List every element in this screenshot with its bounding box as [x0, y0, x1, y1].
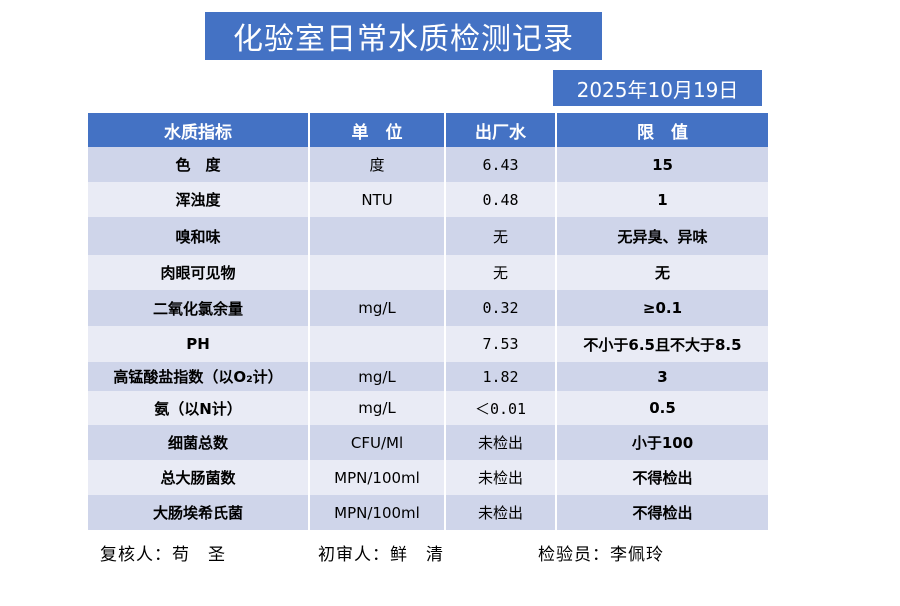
date: 2025年10月19日 — [553, 70, 762, 106]
table-cell: mg/L — [309, 290, 446, 326]
table-row: 细菌总数 CFU/Ml 未检出 小于100 — [88, 425, 770, 460]
table-cell — [309, 217, 446, 255]
table: 水质指标单 位出厂水限 值色 度度 6.43 15 浑浊度 NTU 0.48 1 嗅和味无无异… — [88, 113, 770, 530]
table-cell: 未检出 — [445, 495, 557, 530]
table-cell: 1 — [556, 182, 770, 217]
table-cell: mg/L — [309, 391, 446, 425]
table-row: 总大肠菌数 MPN/100ml 未检出 不得检出 — [88, 460, 770, 495]
table-row: 水质指标单 位出厂水限 值 — [88, 113, 770, 147]
table-row: 浑浊度 NTU 0.48 1 — [88, 182, 770, 217]
table-cell: 嗅和味 — [88, 217, 310, 255]
table-cell: 0.48 — [445, 182, 557, 217]
table-cell: 二氧化氯余量 — [88, 290, 310, 326]
table-cell: 不小于6.5且不大于8.5 — [556, 326, 770, 362]
table-cell: 0.32 — [445, 290, 557, 326]
table-cell — [309, 255, 446, 290]
table-cell: NTU — [309, 182, 446, 217]
table-cell: 未检出 — [445, 425, 557, 460]
table-cell: 3 — [556, 362, 770, 391]
table-cell: 细菌总数 — [88, 425, 310, 460]
table-cell: ≥0.1 — [556, 290, 770, 326]
table-cell: 高锰酸盐指数（以O₂计） — [88, 362, 310, 391]
table-cell: 无异臭、异味 — [556, 217, 770, 255]
table-cell: 单 位 — [309, 113, 446, 147]
inspector: 检验员：李佩玲 — [538, 545, 664, 565]
table-cell: 总大肠菌数 — [88, 460, 310, 495]
table-cell: 限 值 — [556, 113, 770, 147]
table-row: 大肠埃希氏菌 MPN/100ml 未检出 不得检出 — [88, 495, 770, 530]
first-review: 初审人：鲜 清 — [318, 545, 444, 565]
table-cell: ＜0.01 — [445, 391, 557, 425]
table-cell: 色 度 — [88, 147, 310, 182]
table-cell: 小于100 — [556, 425, 770, 460]
table-cell: 无 — [445, 255, 557, 290]
title: 化验室日常水质检测记录 — [205, 12, 602, 60]
table-cell: CFU/Ml — [309, 425, 446, 460]
table-row: 肉眼可见物 无无 — [88, 255, 770, 290]
table-cell: 未检出 — [445, 460, 557, 495]
reviewer: 复核人：苟 圣 — [100, 545, 226, 565]
table-cell: 度 — [309, 147, 446, 182]
table-cell: 水质指标 — [88, 113, 310, 147]
table-cell: mg/L — [309, 362, 446, 391]
table-cell: MPN/100ml — [309, 460, 446, 495]
table-cell: 不得检出 — [556, 460, 770, 495]
table-cell: 浑浊度 — [88, 182, 310, 217]
table-cell — [309, 326, 446, 362]
table-row: 二氧化氯余量 mg/L 0.32 ≥0.1 — [88, 290, 770, 326]
table-row: PH 7.53 不小于6.5且不大于8.5 — [88, 326, 770, 362]
table-cell: 7.53 — [445, 326, 557, 362]
table-cell: 6.43 — [445, 147, 557, 182]
table-cell: 肉眼可见物 — [88, 255, 310, 290]
table-cell: 氨（以N计） — [88, 391, 310, 425]
table-cell: 0.5 — [556, 391, 770, 425]
table-cell: 不得检出 — [556, 495, 770, 530]
table-cell: 无 — [445, 217, 557, 255]
table-row: 色 度度 6.43 15 — [88, 147, 770, 182]
table-row: 氨（以N计） mg/L ＜0.01 0.5 — [88, 391, 770, 425]
table-cell: 1.82 — [445, 362, 557, 391]
table-row: 嗅和味 无无异臭、异味 — [88, 217, 770, 255]
table-cell: 大肠埃希氏菌 — [88, 495, 310, 530]
table-cell: PH — [88, 326, 310, 362]
table-cell: MPN/100ml — [309, 495, 446, 530]
table-row: 高锰酸盐指数（以O₂计） mg/L 1.82 3 — [88, 362, 770, 391]
table-cell: 15 — [556, 147, 770, 182]
table-cell: 出厂水 — [445, 113, 557, 147]
table-cell: 无 — [556, 255, 770, 290]
